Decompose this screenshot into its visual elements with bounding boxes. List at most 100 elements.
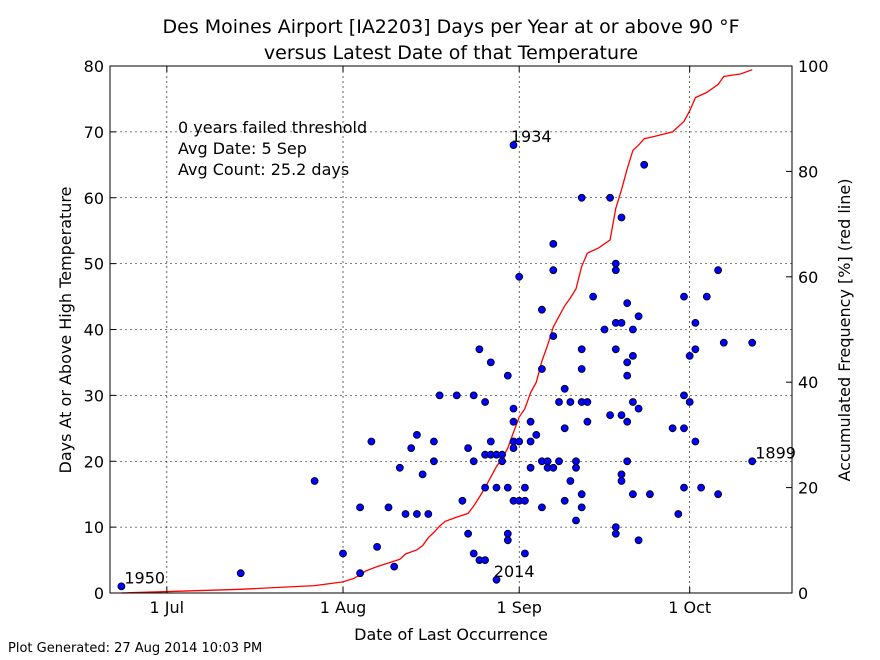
data-point	[611, 266, 620, 275]
year-annotation: 1934	[511, 127, 552, 146]
data-point	[486, 437, 495, 446]
data-point	[429, 457, 438, 466]
data-point	[634, 536, 643, 545]
y2-tick-label: 80	[798, 162, 818, 181]
y-tick-label: 10	[84, 518, 104, 537]
data-point	[538, 305, 546, 314]
data-point	[549, 239, 558, 248]
data-point	[629, 325, 637, 334]
data-point	[634, 404, 643, 413]
data-point	[623, 299, 632, 308]
data-point	[606, 411, 614, 420]
axis-ticks: 0 10 20 30 40 50 60 70 80 0 20 40 60 80 100 1 Jul 1 Aug 1…	[84, 57, 829, 617]
data-point	[748, 457, 757, 466]
data-point	[629, 351, 637, 360]
data-point	[498, 450, 507, 459]
data-point	[236, 569, 245, 578]
stats-line-failed: 0 years failed threshold	[178, 118, 367, 137]
data-point	[691, 437, 700, 446]
y-tick-label: 70	[84, 123, 104, 142]
data-point	[589, 292, 597, 301]
data-point	[458, 496, 467, 505]
data-points	[117, 141, 757, 591]
data-point	[452, 391, 461, 400]
data-point	[503, 529, 512, 538]
data-point	[526, 463, 535, 472]
data-point	[617, 318, 626, 327]
data-point	[424, 510, 433, 518]
data-point	[680, 391, 688, 400]
data-point	[407, 444, 416, 453]
data-point	[464, 444, 473, 453]
data-point	[538, 365, 546, 373]
data-point	[680, 292, 688, 301]
data-point	[623, 358, 632, 367]
data-point	[623, 417, 632, 426]
footer-generated: Plot Generated: 27 Aug 2014 10:03 PM	[8, 641, 262, 656]
data-point	[572, 516, 580, 525]
data-point	[697, 483, 705, 492]
data-point	[429, 437, 438, 446]
data-point	[469, 457, 478, 466]
data-point	[617, 477, 626, 485]
data-point	[674, 510, 683, 518]
data-point	[691, 318, 700, 327]
data-point	[566, 398, 575, 406]
data-point	[367, 437, 376, 446]
y-tick-label: 40	[84, 321, 104, 340]
data-point	[617, 470, 626, 479]
data-point	[606, 193, 614, 202]
data-point	[560, 424, 569, 433]
data-point	[498, 457, 507, 466]
data-point	[412, 510, 421, 518]
data-point	[549, 332, 558, 341]
y2-tick-label: 60	[798, 268, 818, 287]
data-point	[702, 292, 711, 301]
annotations: 1950 1934 2014 1899	[124, 127, 796, 587]
data-point	[503, 536, 512, 545]
data-point	[611, 345, 620, 354]
data-point	[685, 351, 694, 360]
data-point	[356, 503, 365, 512]
data-point	[748, 338, 757, 347]
x-tick-label: 1 Sep	[496, 598, 541, 617]
data-point	[611, 529, 620, 538]
data-point	[577, 365, 586, 373]
data-point	[492, 575, 501, 584]
data-point	[509, 141, 518, 150]
y-tick-label: 0	[94, 584, 104, 603]
data-point	[668, 424, 677, 433]
y2-tick-label: 0	[798, 584, 808, 603]
year-annotation: 1950	[124, 568, 165, 587]
data-point	[640, 160, 649, 169]
accumulated-frequency-line-group	[121, 69, 753, 594]
data-point	[560, 496, 569, 505]
y-tick-label: 80	[84, 57, 104, 76]
data-point	[572, 463, 580, 472]
data-point	[509, 417, 518, 426]
y-tick-label: 20	[84, 452, 104, 471]
data-point	[521, 549, 529, 558]
chart-title-line2: versus Latest Date of that Temperature	[264, 42, 638, 64]
data-point	[526, 437, 535, 446]
data-point	[572, 457, 580, 466]
data-point	[646, 490, 654, 499]
data-point	[356, 569, 365, 578]
data-point	[310, 477, 319, 485]
data-point	[583, 398, 592, 406]
data-point	[401, 510, 410, 518]
y-tick-label: 50	[84, 255, 104, 274]
y-axis-label: Days At or Above High Temperature	[56, 187, 75, 474]
data-point	[481, 398, 490, 406]
y2-axis-label: Accumulated Frequency [%] (red line)	[835, 179, 854, 482]
data-point	[611, 523, 620, 531]
data-point	[543, 457, 552, 466]
accumulated-frequency-line	[121, 69, 753, 594]
data-point	[521, 483, 529, 492]
data-point	[577, 345, 586, 354]
x-tick-label: 1 Oct	[668, 598, 711, 617]
data-point	[117, 582, 126, 591]
y2-tick-label: 20	[798, 479, 818, 498]
data-point	[680, 483, 688, 492]
data-point	[509, 444, 518, 453]
